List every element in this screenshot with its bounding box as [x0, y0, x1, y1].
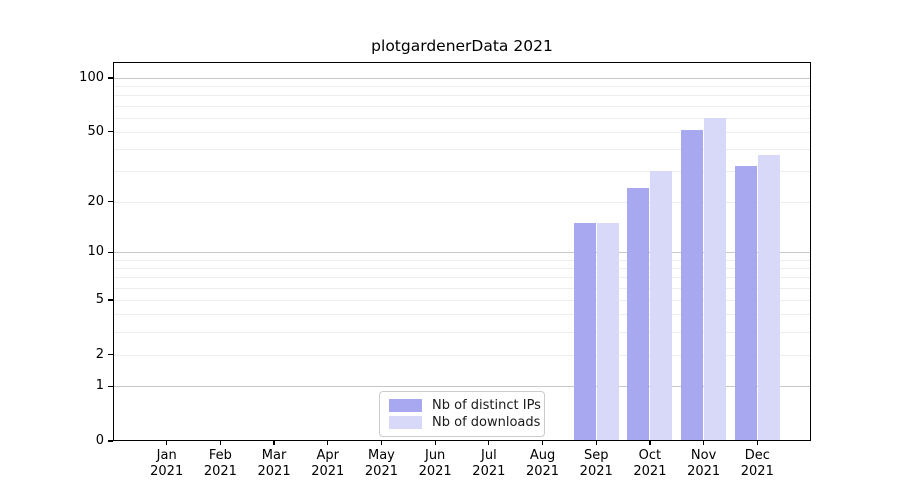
- major-gridline-1: [114, 386, 810, 388]
- x-tick-mar: [273, 441, 275, 445]
- y-tick-1: [108, 385, 113, 388]
- bar-oct-downloads: [650, 170, 673, 440]
- legend-label-distinct-ips: Nb of distinct IPs: [432, 398, 541, 413]
- minor-gridline-5: [114, 300, 810, 302]
- major-gridline-10: [114, 252, 810, 254]
- y-tick-20: [108, 200, 113, 203]
- minor-gridline-70: [114, 105, 810, 107]
- x-tick-jul: [488, 441, 490, 445]
- y-tick-label-50: 50: [87, 123, 104, 139]
- minor-gridline-7: [114, 277, 810, 279]
- x-tick-feb: [219, 441, 221, 445]
- y-tick-5: [108, 299, 113, 301]
- x-tick-dec: [756, 441, 758, 445]
- y-tick-100: [108, 77, 113, 79]
- x-tick-label-jan: Jan 2021: [150, 448, 184, 479]
- x-tick-nov: [703, 441, 705, 445]
- x-tick-label-feb: Feb 2021: [203, 448, 237, 479]
- y-tick-2: [108, 353, 113, 356]
- y-tick-label-1: 1: [95, 378, 104, 394]
- minor-gridline-30: [114, 170, 810, 172]
- x-tick-label-may: May 2021: [364, 448, 398, 479]
- x-tick-label-dec: Dec 2021: [740, 448, 774, 479]
- minor-gridline-8: [114, 268, 810, 270]
- legend-label-downloads: Nb of downloads: [432, 415, 541, 430]
- minor-gridline-6: [114, 287, 810, 289]
- bar-nov-distinct-ips: [681, 130, 704, 440]
- x-tick-sep: [595, 441, 597, 445]
- x-tick-label-aug: Aug 2021: [525, 448, 560, 479]
- chart-title: plotgardenerData 2021: [371, 37, 553, 55]
- x-tick-label-sep: Sep 2021: [579, 448, 613, 479]
- y-tick-0: [108, 440, 113, 442]
- x-tick-label-nov: Nov 2021: [687, 448, 721, 479]
- minor-gridline-40: [114, 148, 810, 150]
- minor-gridline-80: [114, 95, 810, 97]
- minor-gridline-50: [114, 131, 810, 133]
- x-tick-label-jul: Jul 2021: [472, 448, 506, 479]
- y-tick-label-100: 100: [79, 70, 104, 85]
- legend-swatch-distinct-ips-icon: [389, 399, 422, 412]
- minor-gridline-20: [114, 201, 810, 203]
- x-tick-label-mar: Mar 2021: [257, 448, 291, 479]
- minor-gridline-90: [114, 86, 810, 88]
- minor-gridline-9: [114, 259, 810, 261]
- x-tick-apr: [327, 441, 329, 445]
- bar-sep-distinct-ips: [573, 222, 596, 440]
- major-gridline-100: [114, 78, 810, 79]
- y-tick-label-2: 2: [95, 346, 104, 362]
- bar-dec-downloads: [757, 154, 780, 440]
- x-tick-label-jun: Jun 2021: [418, 448, 452, 479]
- x-tick-aug: [541, 441, 544, 445]
- minor-gridline-60: [114, 117, 810, 119]
- plot-area: [113, 62, 811, 441]
- y-tick-label-10: 10: [87, 244, 104, 260]
- x-tick-jun: [434, 441, 436, 445]
- bar-dec-distinct-ips: [734, 165, 757, 440]
- legend-entry-distinct-ips: Nb of distinct IPs: [389, 397, 541, 414]
- bar-nov-downloads: [704, 117, 727, 440]
- legend: Nb of distinct IPs Nb of downloads: [379, 391, 545, 437]
- y-tick-label-20: 20: [87, 193, 104, 209]
- y-tick-50: [108, 131, 113, 133]
- x-tick-oct: [649, 441, 651, 445]
- minor-gridline-2: [114, 354, 810, 356]
- y-tick-label-0: 0: [95, 433, 104, 448]
- x-tick-label-apr: Apr 2021: [311, 448, 345, 479]
- bar-sep-downloads: [596, 222, 619, 440]
- x-tick-label-oct: Oct 2021: [633, 448, 667, 479]
- minor-gridline-4: [114, 314, 810, 316]
- y-tick-label-5: 5: [95, 292, 104, 308]
- bar-oct-distinct-ips: [627, 187, 650, 440]
- x-tick-jan: [166, 441, 168, 445]
- legend-swatch-downloads-icon: [389, 416, 422, 429]
- x-tick-may: [380, 441, 383, 445]
- legend-entry-downloads: Nb of downloads: [389, 414, 540, 431]
- minor-gridline-3: [114, 331, 810, 333]
- y-tick-10: [108, 251, 113, 253]
